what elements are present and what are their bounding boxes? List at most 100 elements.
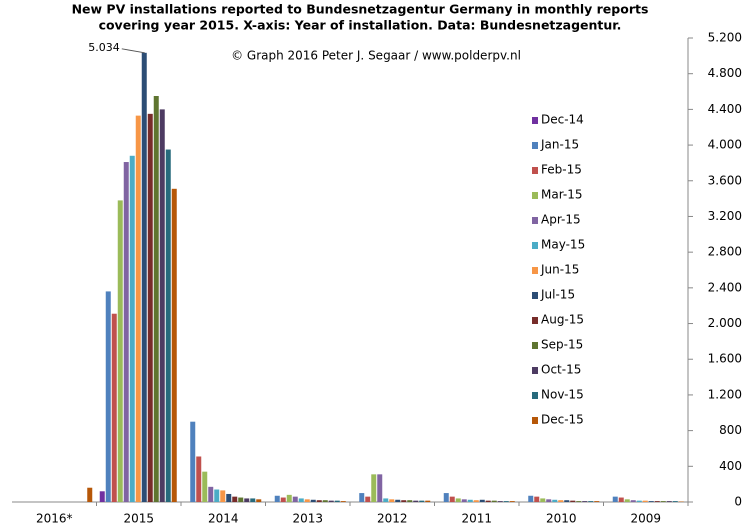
legend-swatch [532,417,538,424]
bar [383,498,389,502]
x-tick-label: 2016* [36,512,73,526]
bar [528,495,534,502]
legend-label: Jan-15 [540,138,579,152]
bar [552,499,558,502]
bar [413,500,419,502]
bar [588,501,594,502]
bar [340,501,346,502]
bar [660,501,666,502]
bar [389,499,395,502]
bar [407,500,413,502]
bar [304,499,310,502]
x-tick-label: 2010 [546,512,577,526]
leader-line [121,48,145,54]
bar [328,500,334,502]
bar [570,500,576,502]
legend-label: Aug-15 [541,313,584,327]
bar [322,500,328,502]
bar [105,291,111,502]
bar [455,498,461,502]
bar [401,500,407,502]
bar [612,496,618,502]
bar [419,500,425,502]
bar [479,499,485,502]
bar [256,499,262,502]
bar [87,487,93,502]
y-tick-label: 3.200 [708,209,742,223]
bar [618,497,624,502]
bar [636,500,642,502]
x-tick-label: 2014 [208,512,239,526]
bar [310,499,316,502]
bar [232,496,238,502]
bar [594,501,600,502]
y-tick-label: 4.000 [708,138,742,152]
y-tick-label: 800 [719,423,742,437]
y-tick-label: 0 [734,495,742,509]
bar [642,500,648,502]
legend-swatch [532,142,538,149]
legend-label: Dec-15 [541,413,584,427]
bar [190,421,196,502]
bar [503,501,509,502]
bar [250,498,256,502]
legend-swatch [532,117,538,124]
legend-label: Feb-15 [541,163,582,177]
y-tick-label: 4.800 [708,66,742,80]
bar [274,495,280,502]
x-tick-label: 2015 [123,512,154,526]
legend-swatch [532,267,538,274]
bar [135,115,141,502]
legend-swatch [532,242,538,249]
chart-title: covering year 2015. X-axis: Year of inst… [99,18,622,33]
legend-label: May-15 [541,238,585,252]
bar [534,496,540,502]
bar [473,500,479,502]
y-tick-label: 1.200 [708,387,742,401]
bar [582,501,588,502]
bar [497,501,503,502]
y-tick-label: 1.600 [708,352,742,366]
bar [564,500,570,502]
legend-label: Sep-15 [541,338,583,352]
legend-label: Nov-15 [541,388,584,402]
bar [238,497,244,502]
y-tick-label: 5.200 [708,31,742,45]
bar [316,500,322,502]
bar [648,501,654,502]
legend-label: Apr-15 [541,213,581,227]
bar [208,486,214,502]
legend-label: Oct-15 [541,363,581,377]
y-tick-label: 2.000 [708,316,742,330]
bar [244,498,250,502]
bar [485,500,491,502]
bar [395,499,401,502]
bar [334,500,340,502]
legend-swatch [532,167,538,174]
bar [171,188,177,503]
legend-swatch [532,342,538,349]
bar [654,501,660,502]
legend-swatch [532,367,538,374]
legend-swatch [532,317,538,324]
legend-swatch [532,392,538,399]
bar [298,498,304,502]
bar [280,497,286,502]
y-tick-label: 2.400 [708,280,742,294]
x-tick-label: 2012 [377,512,408,526]
y-tick-label: 400 [719,459,742,473]
bar [117,200,123,502]
bar [546,499,552,502]
bar [214,489,220,502]
x-tick-label: 2011 [461,512,492,526]
bar [359,493,365,502]
bar [196,456,202,502]
bar [558,500,564,502]
bar [226,493,232,502]
bar [672,501,678,502]
bar [292,496,298,502]
legend-label: Jun-15 [540,263,579,277]
bar [467,499,473,502]
bar [99,491,105,502]
bar [365,496,371,502]
